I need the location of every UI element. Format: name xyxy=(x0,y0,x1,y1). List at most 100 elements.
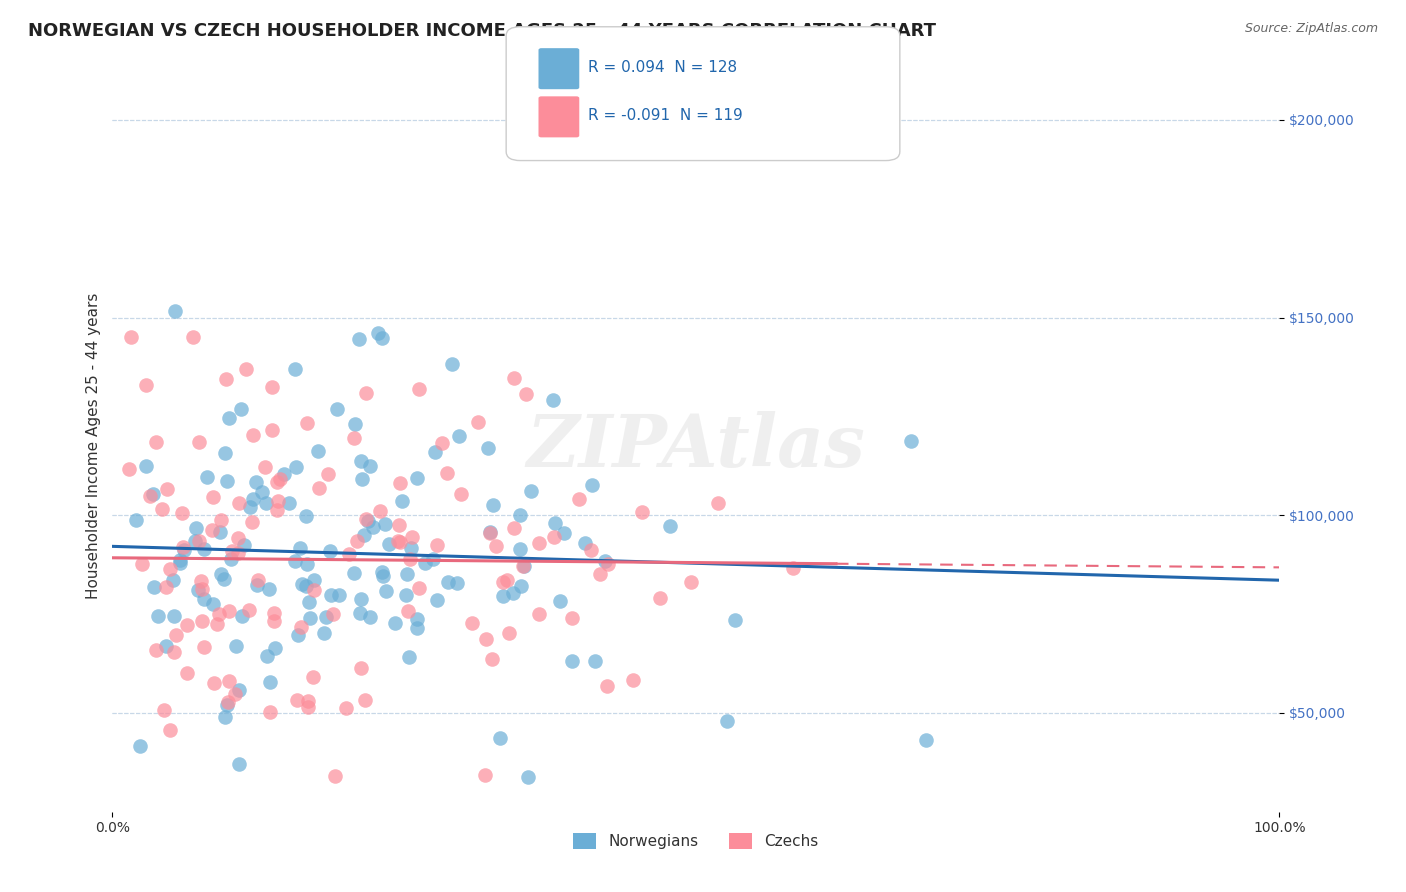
Point xyxy=(315,610,337,624)
Point xyxy=(284,554,307,568)
Point xyxy=(217,695,239,709)
Point xyxy=(284,362,307,376)
Point xyxy=(228,756,250,771)
Point xyxy=(349,606,371,620)
Point xyxy=(304,583,326,598)
Point xyxy=(209,524,232,539)
Point xyxy=(290,620,312,634)
Point xyxy=(326,401,349,416)
Point xyxy=(509,542,531,557)
Point xyxy=(264,640,287,655)
Point xyxy=(193,640,215,655)
Point xyxy=(145,643,167,657)
Point xyxy=(257,582,280,596)
Point xyxy=(492,574,515,589)
Point xyxy=(285,459,308,474)
Point xyxy=(630,505,652,519)
Point xyxy=(165,628,187,642)
Point xyxy=(659,518,682,533)
Point xyxy=(361,519,384,533)
Point xyxy=(596,557,619,571)
Point xyxy=(159,723,181,738)
Point xyxy=(205,616,228,631)
Point xyxy=(399,551,422,566)
Point xyxy=(195,470,218,484)
Point xyxy=(515,387,537,401)
Point xyxy=(346,534,368,549)
Point xyxy=(155,580,177,594)
Point xyxy=(142,487,165,501)
Point xyxy=(399,541,422,555)
Point xyxy=(193,592,215,607)
Point xyxy=(510,579,533,593)
Point xyxy=(474,768,496,782)
Point xyxy=(135,458,157,473)
Point xyxy=(406,471,429,485)
Point xyxy=(724,613,747,627)
Point xyxy=(187,583,209,598)
Point xyxy=(343,417,366,431)
Point xyxy=(337,547,360,561)
Point xyxy=(190,574,212,588)
Point xyxy=(238,603,260,617)
Point xyxy=(184,521,207,535)
Point xyxy=(219,552,242,566)
Point xyxy=(214,446,236,460)
Point xyxy=(489,731,512,745)
Point xyxy=(502,521,524,535)
Point xyxy=(343,431,366,445)
Point xyxy=(408,581,430,595)
Point xyxy=(502,586,524,600)
Point xyxy=(120,330,142,344)
Point xyxy=(353,528,375,542)
Point xyxy=(478,525,501,540)
Point xyxy=(323,769,346,783)
Point xyxy=(169,557,191,571)
Point xyxy=(388,517,411,532)
Point xyxy=(568,491,591,506)
Legend: Norwegians, Czechs: Norwegians, Czechs xyxy=(567,827,825,855)
Point xyxy=(253,460,276,475)
Point xyxy=(583,654,606,668)
Point xyxy=(256,648,278,663)
Point xyxy=(145,435,167,450)
Point xyxy=(277,496,299,510)
Point xyxy=(481,652,503,666)
Point xyxy=(163,303,186,318)
Point xyxy=(217,475,239,489)
Point xyxy=(259,705,281,719)
Point xyxy=(574,535,596,549)
Point xyxy=(298,595,321,609)
Point xyxy=(449,429,471,443)
Point xyxy=(318,467,340,481)
Point xyxy=(193,826,215,840)
Point xyxy=(135,378,157,392)
Point xyxy=(246,578,269,592)
Point xyxy=(156,482,179,496)
Point xyxy=(228,495,250,509)
Point xyxy=(224,686,246,700)
Point xyxy=(446,575,468,590)
Point xyxy=(502,371,524,385)
Point xyxy=(139,489,162,503)
Point xyxy=(187,434,209,449)
Point xyxy=(529,607,551,621)
Point xyxy=(155,639,177,653)
Point xyxy=(513,558,536,573)
Point xyxy=(295,579,318,593)
Point xyxy=(426,539,449,553)
Point xyxy=(581,543,603,558)
Point xyxy=(125,514,148,528)
Point xyxy=(217,698,239,712)
Point xyxy=(541,392,564,407)
Point xyxy=(260,380,283,394)
Point xyxy=(263,614,285,628)
Point xyxy=(371,565,394,579)
Point xyxy=(467,415,489,429)
Point xyxy=(162,573,184,587)
Point xyxy=(430,435,453,450)
Point xyxy=(350,454,373,468)
Point xyxy=(184,533,207,548)
Point xyxy=(357,514,380,528)
Point xyxy=(408,382,430,396)
